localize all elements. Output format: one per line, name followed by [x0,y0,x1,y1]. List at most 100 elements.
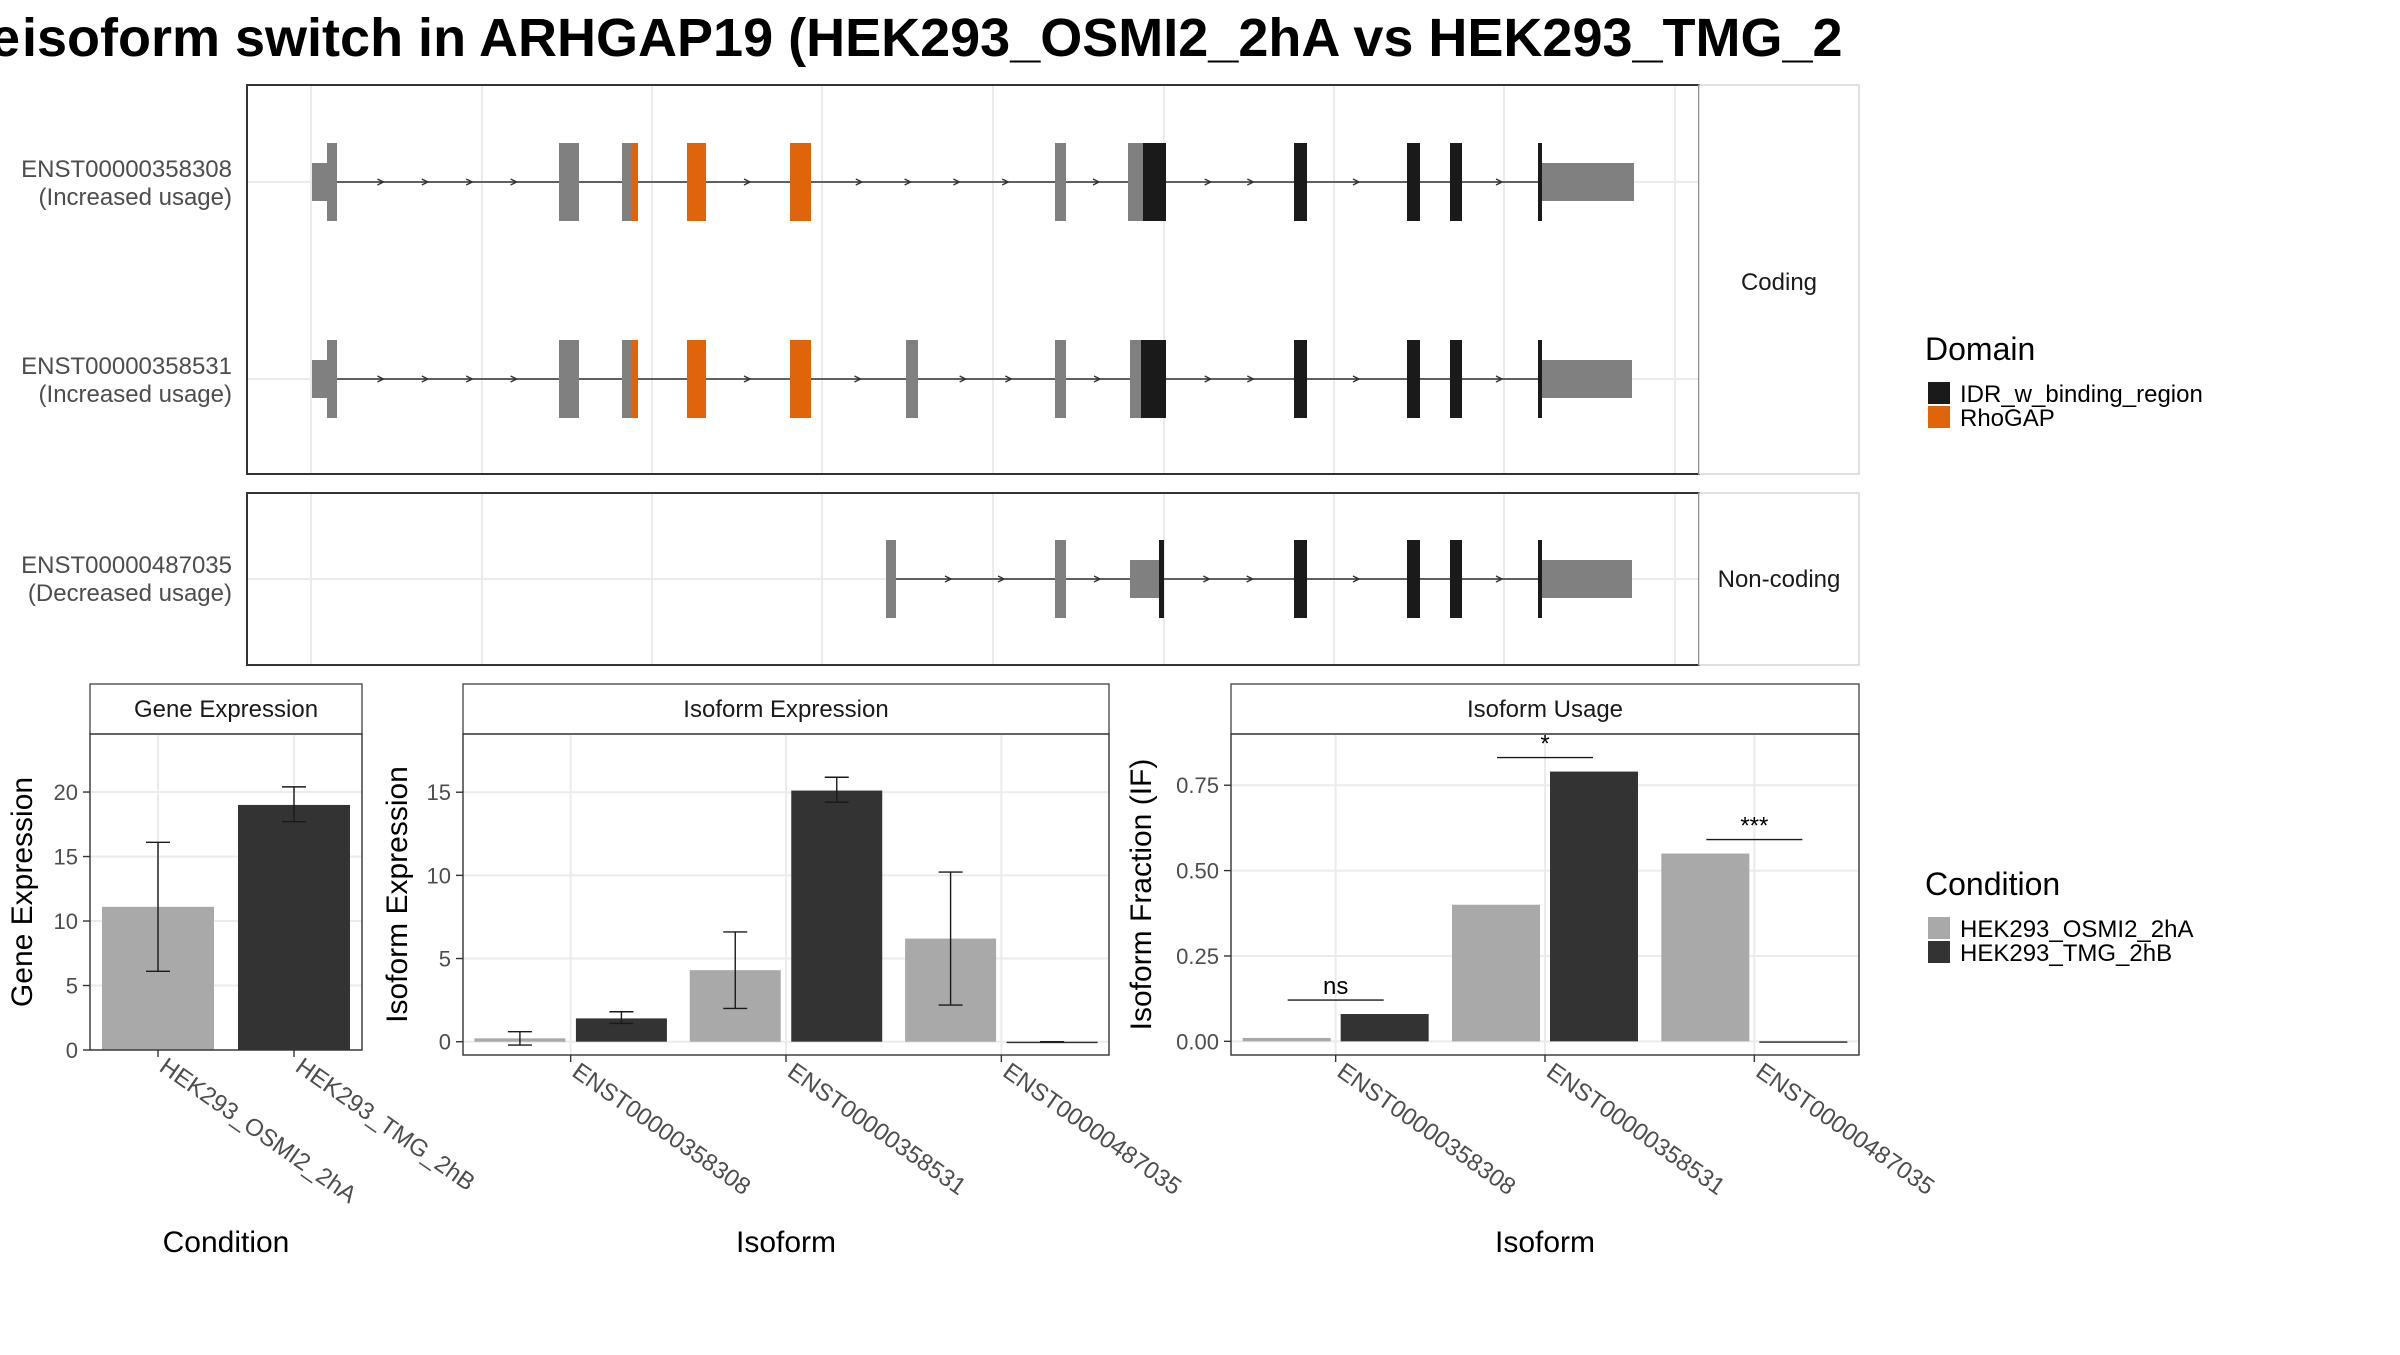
idr-domain-exon [1159,540,1164,618]
significance-label: * [1540,731,1549,758]
intron-arrow [1495,178,1504,186]
facet-strip-noncoding [1698,492,1860,666]
exon-block [1055,540,1066,618]
intron-arrow [1352,178,1361,186]
exon-block [559,340,579,418]
legend-label-condition-a: HEK293_OSMI2_2hA [1960,916,2193,943]
bar [791,790,883,1042]
intron-arrow [421,178,430,186]
facet-label-noncoding: Non-coding [1718,566,1841,593]
idr-domain-exon [1538,340,1542,418]
rhogap-domain-exon [632,143,638,221]
bar [1661,853,1750,1042]
bar [1340,1014,1429,1042]
transcript-label: ENST00000358531 [21,353,232,380]
significance-label: *** [1740,813,1768,840]
intron-arrow [953,178,961,186]
significance-label: ns [1323,973,1348,1000]
idr-domain-exon [1407,540,1420,618]
x-tick-label: ENST00000358531 [783,1058,971,1201]
idr-domain-exon [1538,143,1542,221]
y-tick-label: 15 [427,780,451,805]
intron-arrow [1247,375,1255,383]
structure-panel-coding: Coding [246,84,1860,475]
intron-arrow [904,178,913,186]
exon-block [1128,143,1143,221]
exon-block [1055,340,1066,418]
facet-strip [89,683,363,735]
bar [575,1018,667,1042]
transcript-usage-label: (Increased usage) [39,381,232,408]
y-tick-label: 15 [54,845,78,870]
x-axis-title: Isoform [1495,1226,1595,1259]
intron-arrow [1246,575,1255,583]
exon-block [327,340,337,418]
x-tick-label: ENST00000487035 [1751,1058,1939,1201]
intron-arrow [1203,575,1211,583]
intron-arrow [377,375,385,383]
transcript-track [312,143,1634,221]
y-tick-label: 10 [427,863,451,888]
intron-arrow [1352,575,1361,583]
intron-arrow [997,575,1006,583]
facet-strip-label: Isoform Expression [683,696,888,723]
idr-domain-exon [1450,540,1462,618]
intron-arrow [1495,575,1504,583]
intron-arrow [959,375,968,383]
idr-domain-exon [1407,143,1420,221]
intron-arrow [743,178,752,186]
legend-swatch-idr [1928,382,1950,404]
exon-block [327,143,337,221]
transcript-usage-label: (Increased usage) [39,184,232,211]
idr-domain-exon [1450,143,1462,221]
idr-domain-exon [1294,340,1307,418]
idr-domain-exon [1294,540,1307,618]
exon-block [906,340,918,418]
title-prefix: e [0,8,20,68]
condition-legend: Condition HEK293_OSMI2_2hA HEK293_TMG_2h… [1925,866,2193,967]
y-tick-label: 0 [439,1030,451,1055]
exon-block [1130,560,1159,598]
isoform-usage-panel: Isoform Usagens****0.000.250.500.75ENST0… [1125,683,1939,1259]
rhogap-domain-exon [790,340,811,418]
intron-arrow [421,375,430,383]
figure-title: isoform switch in ARHGAP19 (HEK293_OSMI2… [22,8,1843,68]
legend-swatch-rhogap [1928,406,1950,428]
plot-frame [89,733,363,1051]
intron-arrow [743,375,752,383]
x-axis-title: Isoform [736,1226,836,1259]
exon-block [1542,163,1634,201]
x-axis-title: Condition [163,1226,290,1259]
intron-arrow [1352,375,1361,383]
y-axis-title: Isoform Fraction (IF) [1125,759,1158,1031]
y-tick-label: 0.75 [1176,773,1219,798]
exon-block [1130,340,1141,418]
exon-block [1542,360,1632,398]
y-tick-label: 0.00 [1176,1029,1219,1054]
y-tick-label: 5 [66,974,78,999]
exon-block [1055,143,1066,221]
intron-arrow [465,178,474,186]
facet-strip [462,683,1110,735]
exon-block [559,143,579,221]
structure-panel-bg [247,85,1699,474]
intron-arrow [1093,575,1102,583]
idr-domain-exon [1143,143,1166,221]
intron-arrow [510,375,519,383]
legend-label-idr: IDR_w_binding_region [1960,381,2203,408]
bar [1452,904,1540,1042]
bar [1006,1041,1098,1044]
condition-legend-title: Condition [1925,866,2060,902]
transcript-label: ENST00000358308 [21,156,232,183]
x-tick-label: ENST00000487035 [998,1058,1186,1201]
facet-strip-label: Isoform Usage [1467,696,1623,723]
intron-arrow [1092,178,1101,186]
y-axis-title: Gene Expression [6,777,39,1007]
facet-strip-coding [1698,84,1860,475]
intron-arrow [944,575,953,583]
domain-legend: Domain IDR_w_binding_region RhoGAP [1925,331,2203,432]
intron-arrow [377,178,385,186]
y-tick-label: 0.25 [1176,944,1219,969]
